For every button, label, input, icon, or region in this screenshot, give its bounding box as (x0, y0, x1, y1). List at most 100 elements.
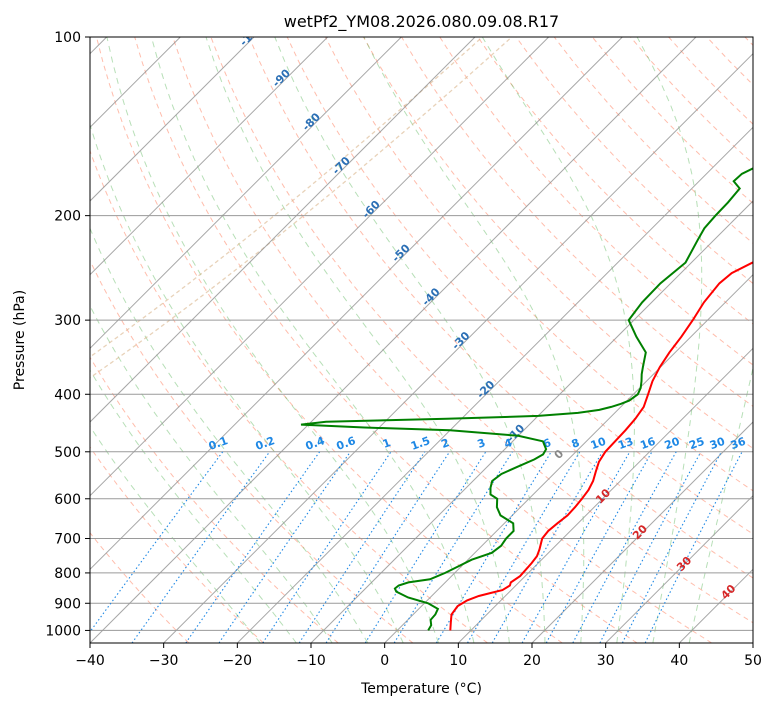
isotherm (236, 126, 753, 643)
mixing-ratio-line (298, 451, 426, 643)
mixing-ratio-line (185, 451, 321, 643)
mixing-ratio-label: 6 (541, 436, 553, 451)
y-tick-label: 100 (54, 30, 81, 46)
isotherm (384, 273, 753, 643)
moist-adiabat (636, 37, 703, 643)
theta-e-label: 40 (718, 582, 738, 602)
dry-adiabat (591, 37, 753, 204)
y-axis-label: Pressure (hPa) (12, 290, 28, 390)
profiles (300, 167, 753, 631)
mixing-ratio-label: 20 (663, 435, 682, 453)
moist-adiabat (688, 365, 753, 643)
y-tick-label: 800 (54, 566, 81, 582)
isotherm (90, 37, 402, 350)
dry-adiabat (90, 149, 488, 643)
isotherm-label: -70 (330, 154, 353, 177)
moist-adiabat (205, 37, 510, 643)
dry-adiabat (134, 37, 638, 643)
mixing-ratio-line (325, 451, 451, 643)
isotherm (163, 52, 753, 643)
mixing-ratio-line (599, 451, 702, 643)
dry-adiabat (744, 37, 753, 46)
dry-adiabat (90, 531, 190, 643)
mixing-ratio-label: 36 (729, 435, 748, 453)
x-tick-label: 0 (380, 653, 389, 669)
isotherm (90, 37, 697, 643)
axes: −40 −30 −20 −10 0 10 20 30 40 5010020030040050060… (45, 30, 762, 669)
x-tick-label: −10 (296, 653, 326, 669)
dry-adiabat (96, 37, 563, 643)
isotherm (605, 494, 753, 643)
x-tick-label: −20 (223, 653, 253, 669)
mixing-ratio-label: 1.5 (409, 434, 432, 453)
mixing-ratio-line (218, 451, 351, 643)
isotherm-label: -80 (300, 110, 323, 133)
y-tick-label: 400 (54, 387, 81, 403)
isotherm (90, 37, 550, 497)
isotherm (752, 642, 753, 643)
moist-adiabat (90, 304, 333, 643)
mixing-ratio-label: 10 (589, 435, 608, 453)
y-tick-label: 1000 (45, 623, 81, 639)
moist-adiabat (106, 37, 440, 643)
x-tick-label: −40 (75, 653, 105, 669)
isotherm-label: -20 (474, 378, 497, 401)
y-tick-label: 500 (54, 445, 81, 461)
x-tick-label: 20 (523, 653, 541, 669)
moist-adiabat (363, 37, 585, 643)
y-tick-label: 200 (54, 209, 81, 225)
mixing-ratio-line (467, 451, 581, 643)
theta-e-label: 10 (593, 486, 613, 506)
x-tick-label: 50 (744, 653, 762, 669)
mixing-ratio-label: 0.4 (304, 434, 327, 453)
isotherm (90, 37, 476, 423)
dry-adiabat (515, 37, 753, 285)
moist-adiabat (90, 425, 261, 643)
background-lines (90, 37, 753, 643)
isotherm-label: -100 (237, 20, 266, 49)
dry-adiabat (248, 37, 753, 579)
dry-adiabat (439, 37, 753, 366)
dry-adiabat (668, 37, 753, 125)
isotherm (310, 200, 753, 643)
x-tick-label: 10 (449, 653, 467, 669)
dry-adiabat (477, 37, 753, 325)
mixing-ratio-label: 4 (502, 436, 514, 451)
isotherm (90, 37, 329, 276)
mixing-ratio-line (364, 451, 487, 643)
mixing-ratio-label: 0.6 (335, 434, 358, 453)
mixing-ratio-line (90, 451, 224, 633)
mixing-ratio-label: 1 (381, 436, 393, 451)
theta-e-curve (90, 37, 513, 379)
moist-adiabat (90, 227, 369, 643)
mixing-ratio-label: 13 (616, 435, 635, 452)
y-tick-label: 700 (54, 532, 81, 548)
isotherm-label: -90 (270, 66, 293, 89)
isotherm-label: -30 (449, 329, 472, 352)
dry-adiabat (90, 356, 339, 643)
mixing-ratio-line (644, 451, 743, 643)
mixing-ratio-label: 2 (439, 436, 451, 451)
mixing-ratio-line (435, 451, 552, 643)
moist-adiabat (150, 37, 475, 643)
dry-adiabat (172, 37, 712, 643)
x-axis-label: Temperature (°C) (360, 681, 482, 697)
x-tick-label: 30 (597, 653, 615, 669)
y-tick-label: 600 (54, 492, 81, 508)
moist-adiabat (90, 122, 404, 643)
chart-title: wetPf2_YM08.2026.080.09.08.R17 (284, 12, 559, 32)
x-tick-label: 40 (670, 653, 688, 669)
x-tick-label: −30 (149, 653, 179, 669)
dry-adiabat (286, 37, 753, 535)
isotherm-label: -60 (360, 198, 383, 221)
moist-adiabat (481, 37, 635, 643)
mixing-ratio-label: 0.2 (254, 434, 277, 453)
isotherm (90, 37, 623, 571)
plot-frame (89, 36, 754, 644)
isotherm-label: -50 (390, 241, 413, 264)
y-tick-label: 300 (54, 313, 81, 329)
mixing-ratio-line (521, 451, 631, 643)
mixing-ratio-label: 0.1 (207, 434, 230, 453)
dewpoint-profile-line (300, 167, 753, 631)
